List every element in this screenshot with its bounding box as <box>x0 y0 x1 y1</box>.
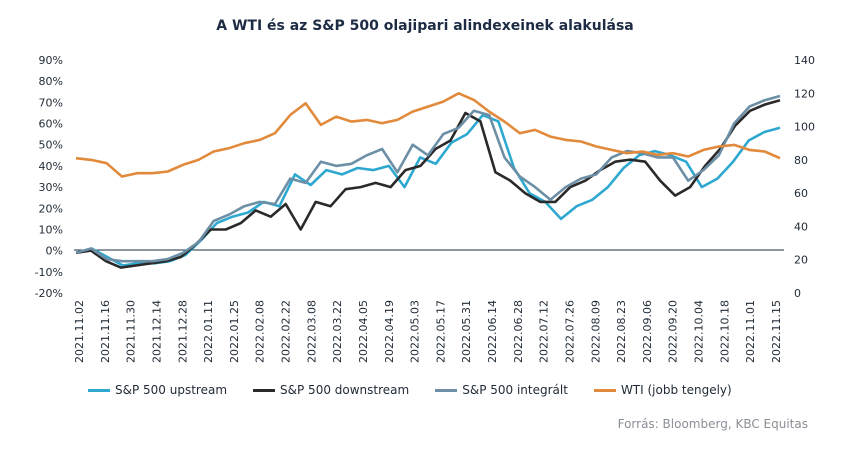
left-tick-label: 40% <box>39 160 63 173</box>
x-tick-label: 2022.11.01 <box>744 300 757 363</box>
left-tick-label: 60% <box>39 118 63 131</box>
left-tick-label: 50% <box>39 139 63 152</box>
right-tick-label: 100 <box>794 121 815 134</box>
legend-swatch-integralt <box>435 388 458 392</box>
x-tick-label: 2022.07.12 <box>538 300 551 363</box>
right-tick-label: 40 <box>794 220 808 233</box>
left-tick-label: 20% <box>39 202 63 215</box>
x-tick-label: 2022.06.28 <box>512 300 525 363</box>
x-tick-label: 2022.03.22 <box>331 300 344 363</box>
x-tick-label: 2022.09.20 <box>667 300 680 363</box>
right-tick-label: 0 <box>794 287 801 300</box>
x-tick-label: 2021.11.30 <box>125 300 138 363</box>
x-tick-label: 2022.04.05 <box>357 300 370 363</box>
legend: S&P 500 upstream S&P 500 downstream S&P … <box>88 383 758 397</box>
legend-item-downstream: S&P 500 downstream <box>253 383 409 397</box>
x-tick-label: 2022.06.14 <box>486 300 499 363</box>
legend-label-upstream: S&P 500 upstream <box>115 383 228 397</box>
series-line-1 <box>75 98 781 269</box>
legend-swatch-downstream <box>253 388 276 392</box>
left-axis: -20% -10% 0% 10% 20% 30% 40% 50% 60% 70% 80% 90% <box>35 54 63 300</box>
x-axis: 2021.11.02 2021.11.16 2021.11.30 2021.12.14… <box>73 300 783 363</box>
right-tick-label: 80 <box>794 154 808 167</box>
left-tick-label: 10% <box>39 223 63 236</box>
x-tick-label: 2021.12.28 <box>176 300 189 363</box>
x-tick-label: 2022.10.18 <box>718 300 731 363</box>
x-tick-label: 2022.08.23 <box>615 300 628 363</box>
left-tick-label: 90% <box>39 54 63 67</box>
x-tick-label: 2022.08.09 <box>589 300 602 363</box>
legend-label-integralt: S&P 500 integrált <box>462 383 568 397</box>
legend-swatch-wti <box>593 388 616 392</box>
source-note: Forrás: Bloomberg, KBC Equitas <box>617 417 808 431</box>
x-tick-label: 2022.02.08 <box>254 300 267 363</box>
x-tick-label: 2022.04.19 <box>383 300 396 363</box>
left-tick-label: 80% <box>39 75 63 88</box>
x-tick-label: 2022.01.25 <box>228 300 241 363</box>
x-tick-label: 2022.05.03 <box>409 300 422 363</box>
left-tick-label: 70% <box>39 96 63 109</box>
x-tick-label: 2021.11.02 <box>73 300 86 363</box>
series-line-2 <box>75 94 781 263</box>
x-tick-label: 2021.11.16 <box>99 300 112 363</box>
legend-item-upstream: S&P 500 upstream <box>88 383 227 397</box>
legend-label-wti: WTI (jobb tengely) <box>620 383 732 397</box>
x-tick-label: 2021.12.14 <box>150 300 163 363</box>
series-line-0 <box>75 113 781 267</box>
x-tick-label: 2022.01.11 <box>202 300 215 363</box>
legend-swatch-upstream <box>88 388 110 392</box>
right-tick-label: 120 <box>794 87 815 100</box>
x-tick-label: 2022.03.08 <box>305 300 318 363</box>
left-tick-label: 0% <box>46 245 63 258</box>
x-tick-label: 2022.05.17 <box>434 300 447 363</box>
left-tick-label: 30% <box>39 181 63 194</box>
left-tick-label: -10% <box>35 266 63 279</box>
right-tick-label: 20 <box>794 254 808 267</box>
x-tick-label: 2022.02.22 <box>280 300 293 363</box>
legend-label-downstream: S&P 500 downstream <box>280 383 410 397</box>
right-tick-label: 140 <box>794 54 815 67</box>
left-tick-label: -20% <box>35 287 63 300</box>
series-line-3 <box>75 92 781 178</box>
right-tick-label: 60 <box>794 187 808 200</box>
x-tick-label: 2022.11.15 <box>770 300 783 363</box>
series-lines <box>75 92 781 269</box>
x-tick-label: 2022.07.26 <box>563 300 576 363</box>
x-tick-label: 2022.09.06 <box>641 300 654 363</box>
legend-item-integralt: S&P 500 integrált <box>435 383 568 397</box>
x-tick-label: 2022.10.04 <box>693 300 706 363</box>
x-tick-label: 2022.05.31 <box>460 300 473 363</box>
right-axis: 0 20 40 60 80 100 120 140 <box>794 54 815 300</box>
chart-title: A WTI és az S&P 500 olajipari alindexein… <box>216 18 634 34</box>
legend-item-wti: WTI (jobb tengely) <box>593 383 732 397</box>
